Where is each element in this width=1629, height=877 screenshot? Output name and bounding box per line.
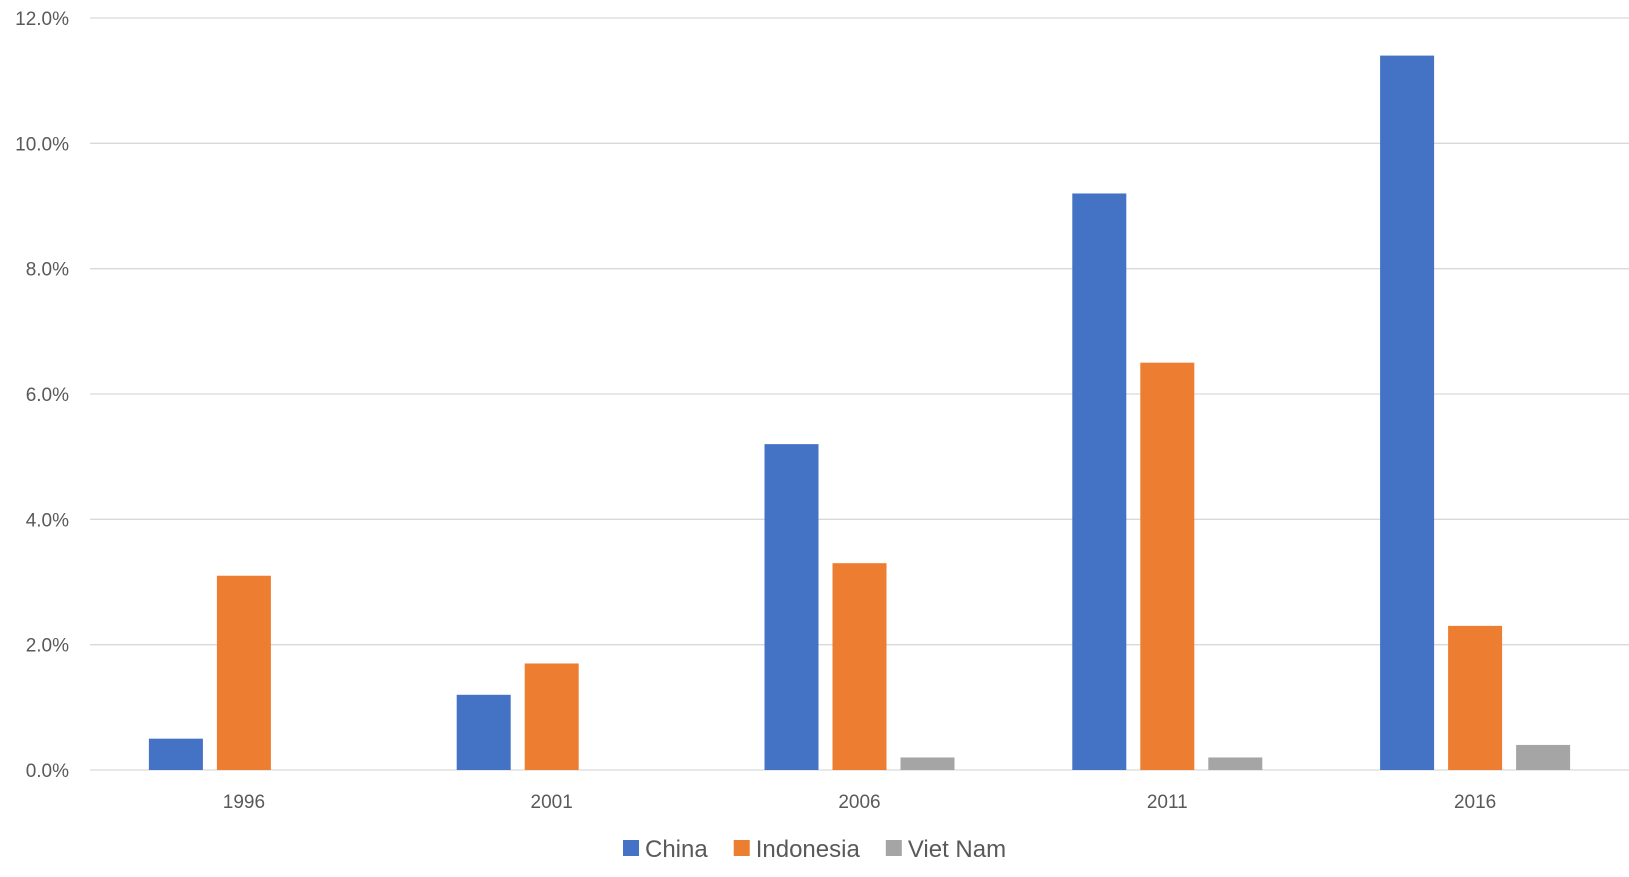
bar-indonesia-2016 [1448,625,1503,770]
y-tick-label: 0.0% [26,761,69,782]
y-tick-label: 10.0% [15,134,69,155]
y-axis-ticks: 0.0% 2.0% 4.0% 6.0% 8.0% 10.0% 12.0% [15,9,69,782]
x-tick-label: 1996 [223,792,265,813]
legend-label: Indonesia [756,836,861,863]
bar-china-2011 [1072,193,1127,770]
y-tick-label: 12.0% [15,9,69,30]
bar-viet-nam-2016 [1516,744,1571,770]
legend-swatch [885,840,902,856]
bar-viet-nam-2006 [900,757,955,770]
legend: China Indonesia Viet Nam [623,836,1006,863]
bar-china-1996 [148,738,203,770]
legend-item-china: China [623,836,708,863]
legend-label: China [645,836,708,863]
y-tick-label: 6.0% [26,385,69,406]
bar-viet-nam-2011 [1208,757,1263,770]
bar-china-2006 [764,444,819,770]
legend-item-viet-nam: Viet Nam [885,836,1006,863]
bar-china-2001 [456,694,511,770]
legend-swatch [733,840,750,856]
x-tick-label: 2011 [1147,792,1188,813]
bar-indonesia-2006 [832,563,887,770]
bar-indonesia-1996 [216,575,271,770]
x-tick-label: 2006 [838,792,880,813]
bar-china-2016 [1380,55,1435,771]
x-tick-label: 2001 [531,792,573,813]
gridlines [90,17,1629,771]
y-tick-label: 4.0% [26,510,69,531]
x-tick-label: 2016 [1454,792,1496,813]
legend-label: Viet Nam [908,836,1006,863]
legend-swatch [623,840,639,856]
bars [148,55,1571,771]
legend-item-indonesia: Indonesia [733,836,861,863]
y-tick-label: 2.0% [26,636,69,657]
x-axis-ticks: 1996 2001 2006 2011 2016 [223,792,1496,813]
bar-indonesia-2001 [524,663,579,770]
bar-indonesia-2011 [1140,362,1195,770]
y-tick-label: 8.0% [26,260,69,281]
